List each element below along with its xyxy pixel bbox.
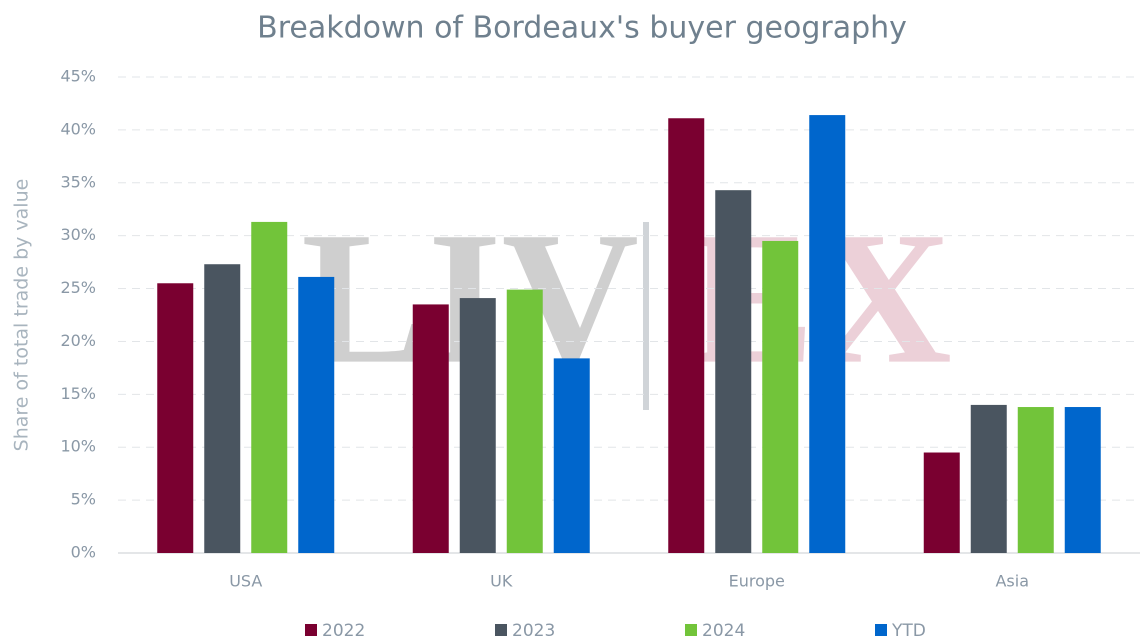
bar	[553, 358, 590, 553]
bar	[506, 289, 543, 553]
bar	[1017, 407, 1054, 553]
bar	[809, 115, 846, 553]
y-tick-label: 30%	[60, 225, 96, 244]
y-tick-label: 5%	[71, 490, 96, 509]
x-tick-label: USA	[229, 572, 262, 591]
y-tick-label: 45%	[60, 67, 96, 86]
bar	[157, 283, 194, 553]
legend-swatch	[495, 624, 507, 636]
bar	[459, 298, 496, 553]
bar	[298, 276, 335, 553]
bar	[970, 404, 1007, 553]
legend-swatch	[875, 624, 887, 636]
bar	[715, 190, 752, 553]
bar	[412, 304, 449, 553]
bar	[923, 452, 960, 553]
legend-label: 2024	[702, 621, 745, 640]
x-tick-label: Europe	[729, 572, 785, 591]
bar	[762, 240, 799, 553]
y-tick-label: 35%	[60, 172, 96, 191]
legend-swatch	[685, 624, 697, 636]
legend-label: 2022	[322, 621, 365, 640]
bar	[204, 264, 241, 553]
y-tick-label: 10%	[60, 437, 96, 456]
y-tick-label: 25%	[60, 278, 96, 297]
x-tick-label: Asia	[995, 572, 1029, 591]
bar	[668, 118, 705, 554]
legend-label: YTD	[891, 621, 926, 640]
y-axis-label: Share of total trade by value	[11, 179, 33, 452]
chart-title: Breakdown of Bordeaux's buyer geography	[257, 11, 907, 46]
bar	[1064, 407, 1101, 553]
bar	[251, 221, 288, 553]
x-tick-label: UK	[490, 572, 513, 591]
y-tick-label: 40%	[60, 119, 96, 138]
y-tick-label: 0%	[71, 543, 96, 562]
legend-swatch	[305, 624, 317, 636]
y-tick-label: 20%	[60, 331, 96, 350]
legend-label: 2023	[512, 621, 555, 640]
y-tick-label: 15%	[60, 384, 96, 403]
